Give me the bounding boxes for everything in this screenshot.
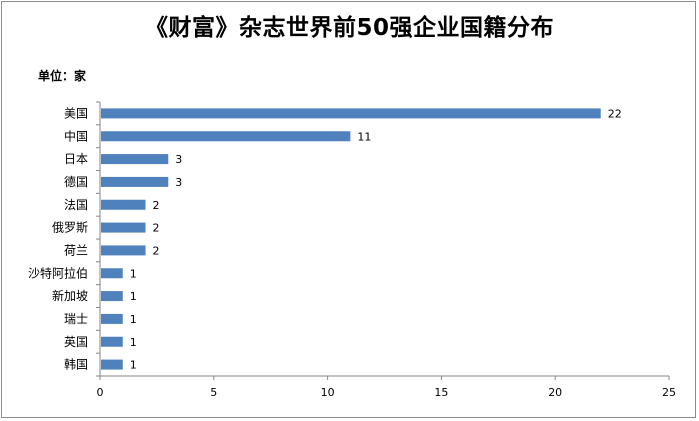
x-tick-label: 15 [434,386,448,399]
category-label: 新加坡 [52,288,88,303]
axes: 0 5 10 15 20 25 [96,101,676,399]
category-label: 德国 [64,174,88,189]
bar [101,199,146,210]
bar [101,245,146,256]
category-label: 韩国 [64,357,88,372]
category-label: 瑞士 [64,312,88,326]
category-label: 俄罗斯 [52,221,88,235]
x-tick-label: 5 [210,386,217,399]
category-label: 荷兰 [64,243,88,257]
category-label: 日本 [64,152,88,166]
data-label: 1 [130,290,137,303]
data-label: 1 [130,313,137,326]
data-label: 3 [175,153,182,166]
data-label: 1 [130,267,137,280]
data-label: 1 [130,336,137,349]
bar [101,268,123,279]
bar [101,359,123,370]
bar [101,222,146,233]
category-label: 美国 [64,106,88,120]
unit-label: 单位：家 [38,69,87,83]
data-label: 1 [130,359,137,372]
bar [101,291,123,302]
data-label: 2 [153,222,160,235]
x-tick-label: 10 [321,386,335,399]
bar [101,154,169,165]
chart-title: 《财富》杂志世界前50强企业国籍分布 [144,15,554,41]
data-label: 22 [608,107,622,120]
data-label: 2 [153,199,160,212]
x-tick-label: 0 [97,386,104,399]
data-label: 3 [175,176,182,189]
data-label: 2 [153,244,160,257]
category-label: 英国 [64,335,88,349]
category-label: 法国 [64,198,88,212]
category-label: 沙特阿拉伯 [28,265,88,280]
bar [101,313,123,324]
bar [101,176,169,187]
x-tick-label: 20 [548,386,562,399]
category-label: 中国 [64,128,88,143]
bar [101,131,351,142]
bars [101,108,601,370]
data-label: 11 [357,130,371,143]
x-tick-label: 25 [662,386,676,399]
bar [101,336,123,347]
bar [101,108,601,119]
